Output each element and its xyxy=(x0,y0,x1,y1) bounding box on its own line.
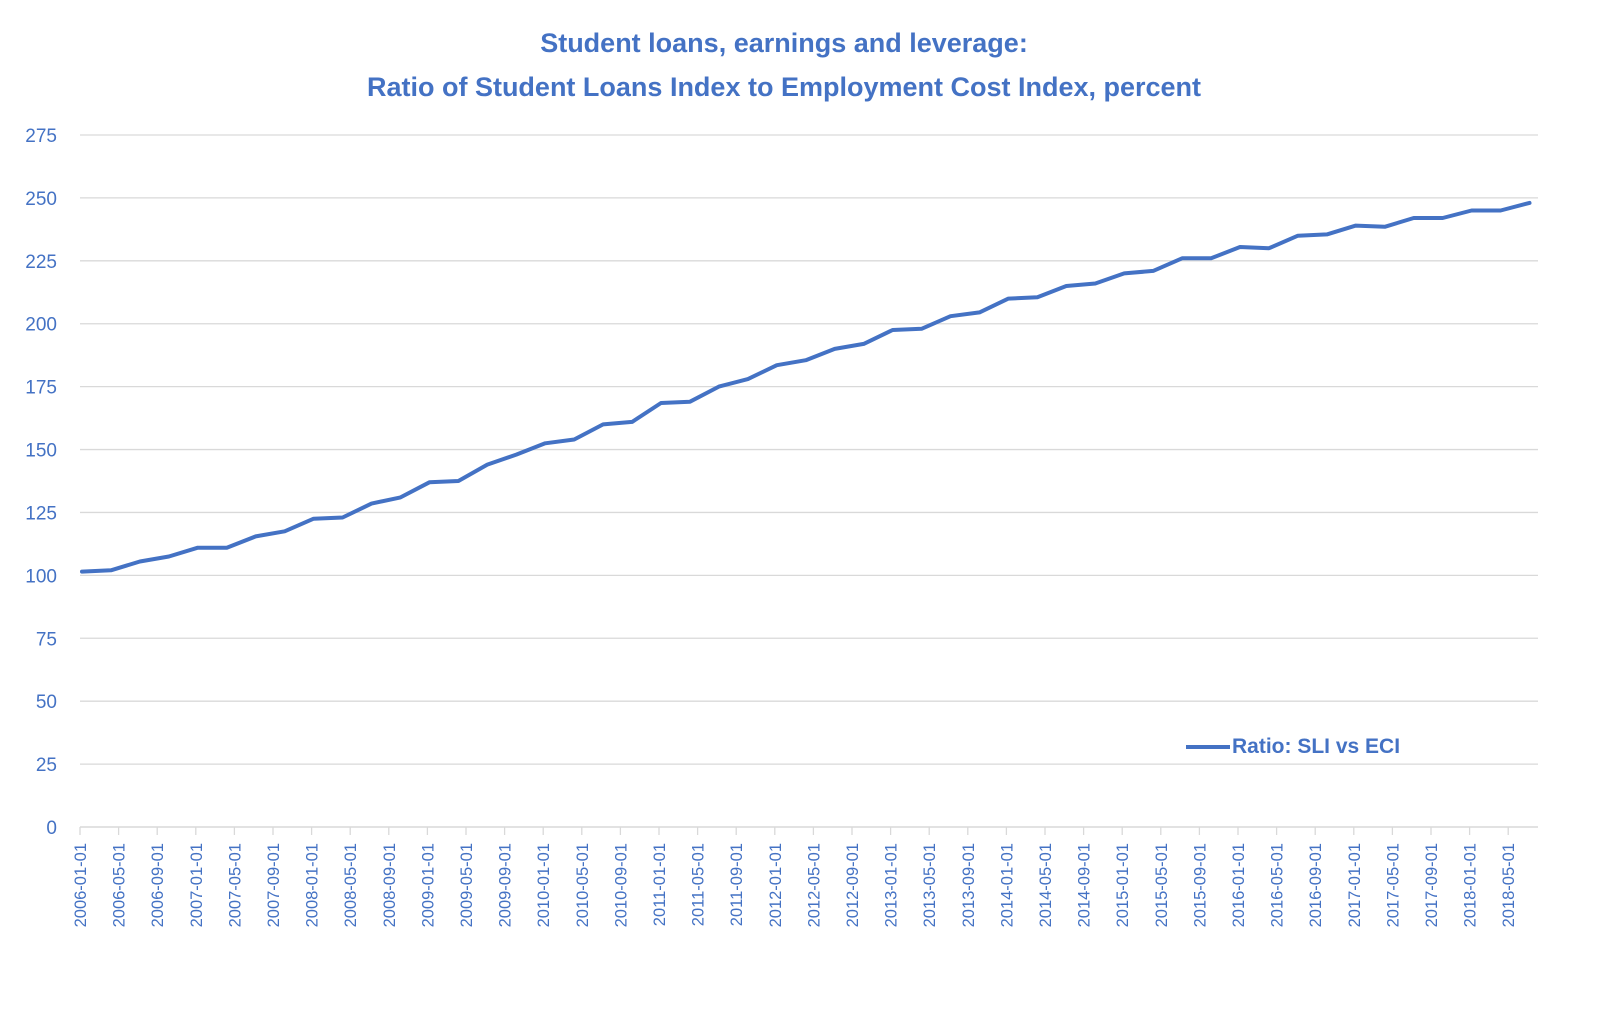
x-tick-label: 2010-09-01 xyxy=(612,843,630,927)
x-tick-label: 2015-09-01 xyxy=(1191,843,1209,927)
x-tick-label: 2017-01-01 xyxy=(1346,843,1364,927)
x-tick-label: 2017-05-01 xyxy=(1384,843,1402,927)
x-tick-label: 2015-05-01 xyxy=(1153,843,1171,927)
x-tick-label: 2007-05-01 xyxy=(226,843,244,927)
x-axis: 2006-01-01 2006-05-01 2006-09-01 2007-01-01… xyxy=(72,826,1538,927)
y-tick-label: 275 xyxy=(25,126,57,147)
y-tick-label: 75 xyxy=(36,629,57,650)
x-tick-label: 2011-01-01 xyxy=(651,843,669,926)
y-tick-label: 250 xyxy=(25,189,57,210)
x-tick-label: 2012-09-01 xyxy=(844,843,862,927)
x-tick-label: 2008-09-01 xyxy=(381,843,399,927)
x-tick-label: 2009-05-01 xyxy=(458,843,476,927)
legend: Ratio: SLI vs ECI xyxy=(1186,735,1400,759)
chart-title: Student loans, earnings and leverage: xyxy=(540,28,1028,58)
x-tick-label: 2008-01-01 xyxy=(304,843,322,927)
x-tick-label: 2016-09-01 xyxy=(1307,843,1325,927)
y-tick-label: 25 xyxy=(36,755,57,776)
y-tick-label: 225 xyxy=(25,252,57,273)
x-tick-label: 2013-05-01 xyxy=(921,843,939,927)
x-tick-label: 2006-05-01 xyxy=(111,843,129,927)
x-tick-label: 2014-01-01 xyxy=(998,843,1016,927)
x-tick-label: 2011-09-01 xyxy=(728,843,746,926)
x-tick-label: 2013-09-01 xyxy=(960,843,978,927)
x-tick-label: 2006-01-01 xyxy=(72,843,90,927)
x-tick-label: 2018-05-01 xyxy=(1500,843,1518,927)
x-tick-label: 2011-05-01 xyxy=(690,843,708,926)
x-tick-label: 2012-01-01 xyxy=(767,843,785,927)
y-tick-label: 100 xyxy=(25,566,57,587)
y-tick-label: 50 xyxy=(36,692,57,713)
series-line-ratio-sli-vs-eci xyxy=(80,200,1532,574)
y-tick-label: 0 xyxy=(46,818,57,839)
x-tick-label: 2010-05-01 xyxy=(574,843,592,927)
x-tick-label: 2007-01-01 xyxy=(188,843,206,927)
x-tick-label: 2006-09-01 xyxy=(149,843,167,927)
y-tick-label: 150 xyxy=(25,441,57,462)
x-tick-label: 2017-09-01 xyxy=(1423,843,1441,927)
y-axis: 0 25 50 75 100 125 150 175 200 225 250 275 xyxy=(25,126,57,839)
gridlines xyxy=(80,134,1538,765)
x-tick-label: 2007-09-01 xyxy=(265,843,283,927)
x-tick-label: 2013-01-01 xyxy=(883,843,901,927)
x-tick-label: 2014-05-01 xyxy=(1037,843,1055,927)
y-tick-label: 125 xyxy=(25,503,57,524)
x-tick-label: 2014-09-01 xyxy=(1076,843,1094,927)
x-tick-label: 2009-01-01 xyxy=(419,843,437,927)
x-tick-label: 2010-01-01 xyxy=(535,843,553,927)
x-tick-label: 2016-01-01 xyxy=(1230,843,1248,927)
x-tick-label: 2012-05-01 xyxy=(805,843,823,927)
x-tick-label: 2009-09-01 xyxy=(497,843,515,927)
legend-line-icon xyxy=(1186,745,1230,749)
x-tick-label: 2015-01-01 xyxy=(1114,843,1132,927)
x-tick-label: 2018-01-01 xyxy=(1462,843,1480,927)
x-tick-label: 2016-05-01 xyxy=(1269,843,1287,927)
legend-label: Ratio: SLI vs ECI xyxy=(1232,735,1401,758)
y-tick-label: 200 xyxy=(25,315,57,336)
y-tick-label: 175 xyxy=(25,378,57,399)
chart-subtitle: Ratio of Student Loans Index to Employme… xyxy=(366,72,1202,102)
x-tick-label: 2008-05-01 xyxy=(342,843,360,927)
